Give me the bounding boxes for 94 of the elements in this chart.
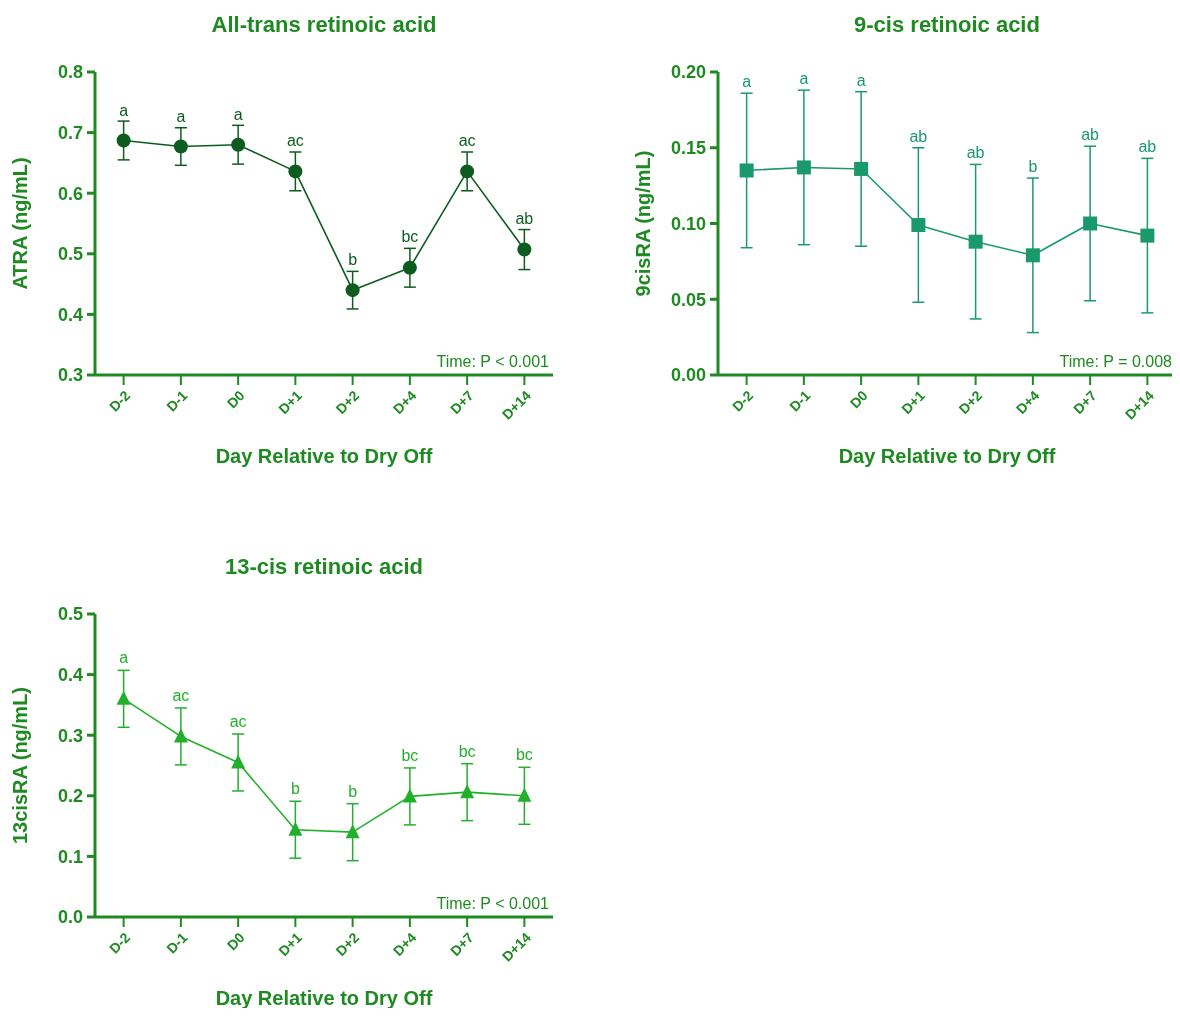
point: [402, 260, 417, 275]
annotation: ac: [458, 131, 476, 149]
x-tick-label: D+1: [275, 929, 306, 960]
x-tick-label: D0: [846, 387, 871, 412]
annotation: ac: [229, 713, 247, 731]
point: [739, 163, 754, 178]
x-tick-label: D+4: [389, 387, 420, 418]
annotation: b: [348, 250, 358, 268]
x-tick-label: D+2: [332, 929, 363, 960]
annotation: a: [176, 108, 186, 126]
point: [345, 283, 360, 298]
annotation: ab: [515, 209, 534, 227]
y-tick-label: 0.2: [57, 786, 83, 807]
point: [854, 161, 869, 176]
annotation: a: [799, 70, 809, 88]
x-tick-label: D+1: [275, 387, 306, 418]
x-tick-label: D-1: [163, 929, 191, 957]
y-tick-label: 0.6: [57, 183, 83, 204]
x-axis-title: Day Relative to Dry Off: [215, 445, 433, 467]
point: [968, 234, 983, 249]
y-tick-label: 0.3: [57, 365, 83, 386]
x-tick-label: D+2: [332, 387, 363, 418]
y-tick-label: 0.3: [57, 725, 83, 746]
annotation: b: [1028, 158, 1038, 176]
point: [460, 164, 475, 179]
point: [116, 690, 131, 705]
chart-title: 9-cis retinoic acid: [854, 12, 1040, 37]
y-tick-label: 0.0: [57, 907, 83, 928]
point: [345, 824, 360, 839]
y-tick-label: 0.5: [57, 604, 83, 625]
y-tick-label: 0.8: [57, 62, 83, 83]
annotation: a: [233, 105, 243, 123]
annotation: Time: P < 0.001: [436, 353, 550, 370]
point: [231, 754, 246, 769]
x-tick-label: D-1: [163, 387, 191, 415]
point: [517, 787, 532, 802]
x-tick-label: D+1: [898, 387, 929, 418]
chart-title: All-trans retinoic acid: [211, 12, 437, 37]
point: [1025, 248, 1040, 263]
x-tick-label: D+2: [955, 387, 986, 418]
point: [402, 788, 417, 803]
annotation: Time: P = 0.008: [1059, 353, 1173, 370]
x-tick-label: D-2: [105, 387, 134, 415]
point: [116, 133, 131, 148]
x-tick-label: D-2: [105, 929, 134, 957]
annotation: bc: [401, 747, 419, 765]
x-tick-label: D+4: [389, 929, 420, 960]
y-axis-title: 13cisRA (ng/mL): [9, 686, 31, 845]
annotation: ab: [1081, 126, 1100, 144]
annotation: ab: [966, 144, 985, 162]
annotation: Time: P < 0.001: [436, 895, 550, 912]
annotation: a: [119, 101, 129, 119]
point: [288, 164, 303, 179]
point: [517, 242, 532, 257]
point: [231, 137, 246, 152]
y-tick-label: 0.5: [57, 244, 83, 265]
y-tick-label: 0.10: [670, 213, 706, 234]
point: [1083, 216, 1098, 231]
annotation: b: [290, 780, 300, 798]
annotation: bc: [401, 228, 419, 246]
chart-title: 13-cis retinoic acid: [224, 554, 424, 579]
annotation: a: [119, 649, 129, 667]
x-tick-label: D+4: [1012, 387, 1043, 418]
annotation: ac: [286, 131, 304, 149]
annotation: ac: [172, 686, 190, 704]
annotation: a: [856, 71, 866, 89]
annotation: ab: [909, 127, 928, 145]
point: [911, 218, 926, 233]
annotation: b: [348, 783, 358, 801]
x-tick-label: D-1: [786, 387, 814, 415]
y-axis-title: ATRA (ng/mL): [9, 157, 31, 290]
point: [460, 784, 475, 799]
y-axis-title: 9cisRA (ng/mL): [632, 150, 654, 297]
x-axis-title: Day Relative to Dry Off: [838, 445, 1056, 467]
annotation: bc: [458, 743, 476, 761]
y-tick-label: 0.4: [57, 664, 83, 685]
y-tick-label: 0.15: [670, 138, 706, 159]
y-tick-label: 0.20: [670, 62, 706, 83]
annotation: bc: [515, 745, 533, 763]
point: [288, 821, 303, 836]
point: [173, 139, 188, 154]
y-tick-label: 0.7: [57, 122, 83, 143]
point: [1140, 228, 1155, 243]
annotation: ab: [1138, 138, 1157, 156]
point: [173, 728, 188, 743]
y-tick-label: 0.1: [57, 846, 83, 867]
annotation: a: [742, 73, 752, 91]
y-tick-label: 0.05: [670, 289, 706, 310]
x-tick-label: D0: [223, 387, 248, 412]
y-tick-label: 0.4: [57, 304, 83, 325]
x-tick-label: D-2: [728, 387, 757, 415]
x-tick-label: D0: [223, 929, 248, 954]
point: [796, 160, 811, 175]
y-tick-label: 0.00: [670, 365, 706, 386]
